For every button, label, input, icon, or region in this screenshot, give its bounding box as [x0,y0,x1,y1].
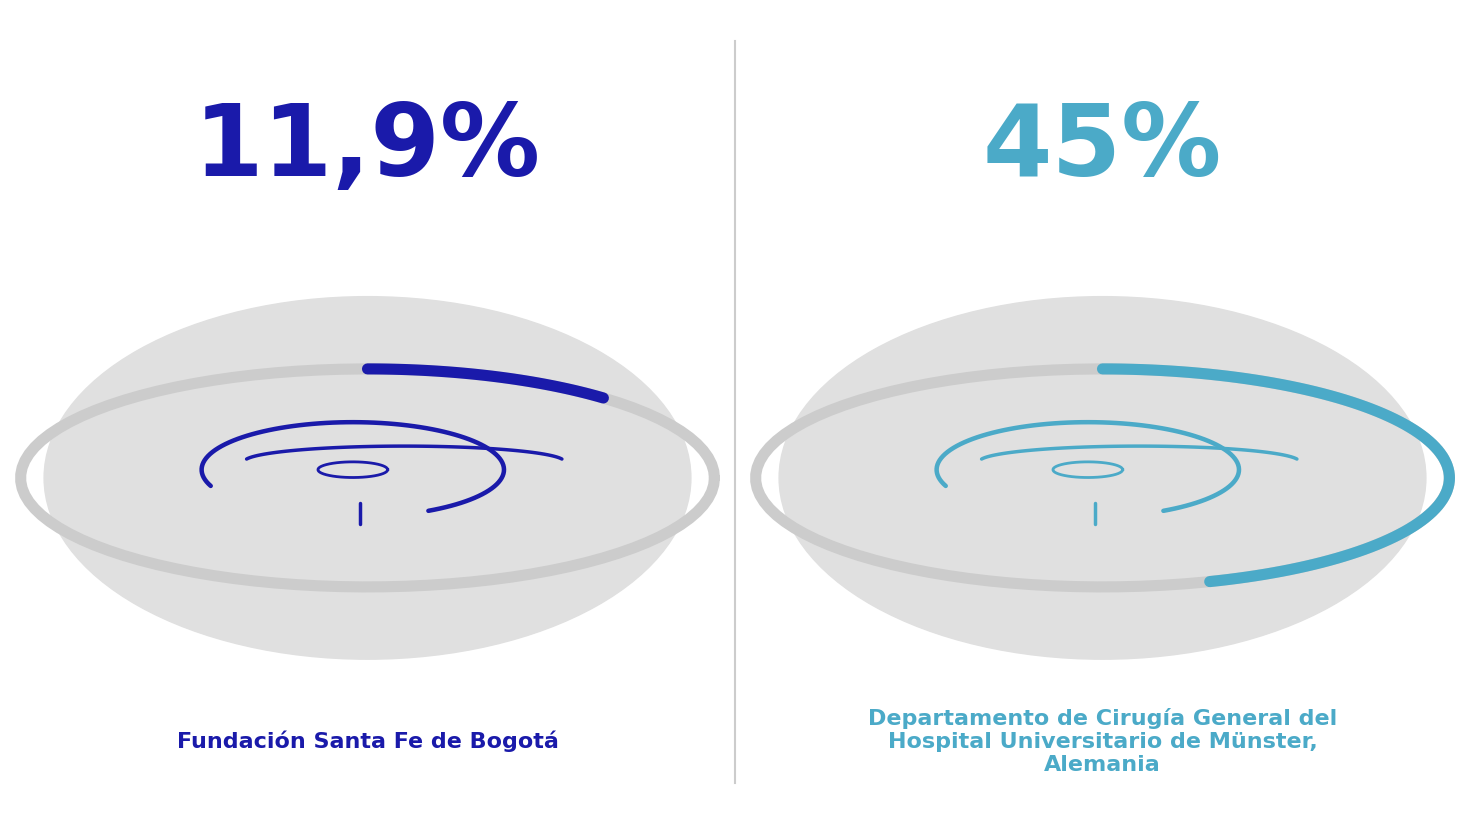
Circle shape [779,297,1426,659]
Text: 11,9%: 11,9% [194,100,541,197]
Text: Fundación Santa Fe de Bogotá: Fundación Santa Fe de Bogotá [176,731,559,752]
Text: Departamento de Cirugía General del
Hospital Universitario de Münster,
Alemania: Departamento de Cirugía General del Hosp… [867,708,1338,775]
Circle shape [44,297,691,659]
Text: 45%: 45% [983,100,1222,197]
